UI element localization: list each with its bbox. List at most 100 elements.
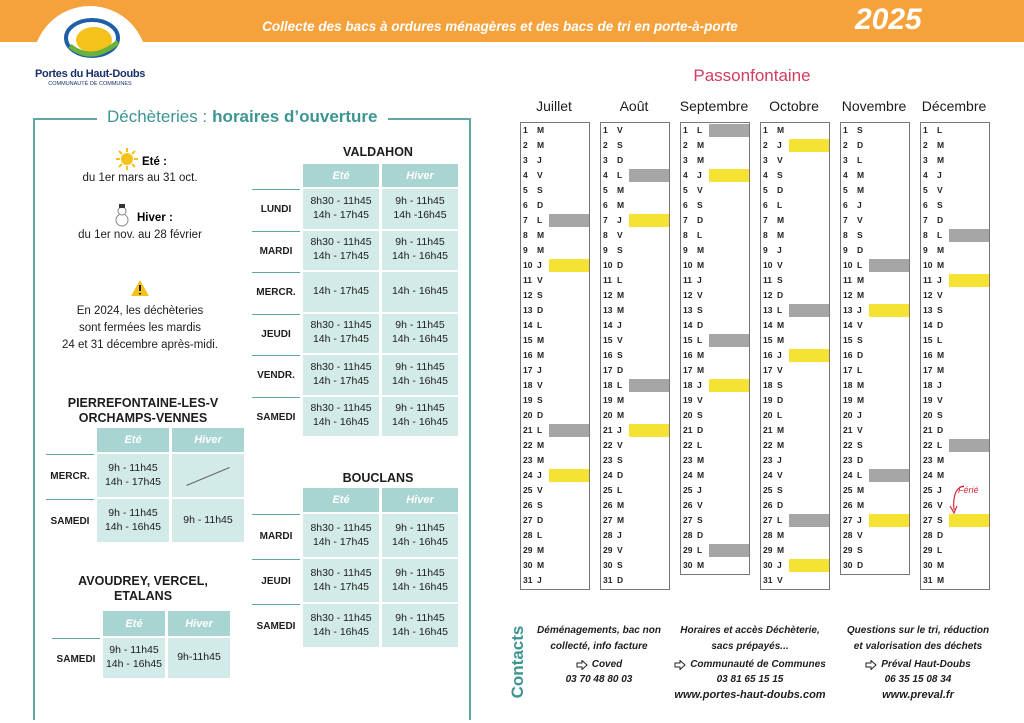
day-number: 27 bbox=[523, 515, 533, 525]
day-letter: D bbox=[617, 155, 624, 165]
day-number: 8 bbox=[843, 230, 848, 240]
highlight-yellow bbox=[869, 514, 909, 527]
day-number: 5 bbox=[523, 185, 528, 195]
day-letter: D bbox=[777, 290, 784, 300]
day-letter: D bbox=[857, 455, 864, 465]
highlight-yellow bbox=[549, 469, 589, 482]
day-number: 5 bbox=[603, 185, 608, 195]
day-letter: M bbox=[857, 290, 865, 300]
cell-line: 14h - 16h45 bbox=[104, 520, 162, 533]
table-day: MERCR. bbox=[252, 272, 300, 313]
table-cell: 9h - 11h45 14h - 16h45 bbox=[97, 499, 169, 542]
day-number: 7 bbox=[923, 215, 928, 225]
table-cell: 8h30 - 11h45 14h - 17h45 bbox=[303, 559, 379, 602]
day-number: 20 bbox=[603, 410, 613, 420]
day-letter: S bbox=[857, 440, 863, 450]
month-frame bbox=[840, 122, 910, 575]
day-letter: J bbox=[697, 170, 702, 180]
day-number: 7 bbox=[763, 215, 768, 225]
day-number: 27 bbox=[923, 515, 933, 525]
cell-line: 8h30 - 11h45 bbox=[310, 360, 372, 373]
day-letter: V bbox=[617, 230, 623, 240]
day-letter: M bbox=[537, 350, 545, 360]
day-letter: V bbox=[777, 575, 783, 585]
cell-line: 14h - 17h45 bbox=[104, 475, 162, 488]
day-letter: M bbox=[617, 395, 625, 405]
table-header: Hiver bbox=[168, 611, 230, 636]
month-name: Décembre bbox=[921, 98, 987, 114]
day-number: 18 bbox=[683, 380, 693, 390]
day-letter: L bbox=[777, 200, 783, 210]
day-number: 29 bbox=[843, 545, 853, 555]
day-letter: M bbox=[697, 365, 705, 375]
day-number: 20 bbox=[683, 410, 693, 420]
day-letter: D bbox=[537, 410, 544, 420]
month-name: Juillet bbox=[536, 98, 572, 114]
table-title: ETALANS bbox=[113, 589, 173, 603]
day-number: 24 bbox=[923, 470, 933, 480]
day-letter: J bbox=[857, 305, 862, 315]
contact-web: www.preval.fr bbox=[882, 689, 954, 701]
panel-title-b: horaires d’ouverture bbox=[212, 107, 378, 126]
day-number: 14 bbox=[603, 320, 613, 330]
day-letter: V bbox=[697, 185, 703, 195]
cell-line: 8h30 - 11h45 bbox=[310, 611, 372, 624]
day-letter: S bbox=[617, 560, 623, 570]
day-number: 25 bbox=[683, 485, 693, 495]
cell-line: 14h - 16h45 bbox=[391, 535, 449, 548]
day-letter: M bbox=[857, 275, 865, 285]
day-number: 17 bbox=[763, 365, 773, 375]
cell-line: 9h - 11h45 bbox=[395, 360, 445, 373]
day-letter: L bbox=[537, 215, 543, 225]
day-number: 4 bbox=[523, 170, 528, 180]
day-letter: L bbox=[537, 425, 543, 435]
day-letter: S bbox=[777, 380, 783, 390]
day-number: 9 bbox=[923, 245, 928, 255]
contact-line: collecté, info facture bbox=[550, 641, 648, 652]
day-letter: L bbox=[537, 320, 543, 330]
day-letter: V bbox=[857, 425, 863, 435]
day-number: 7 bbox=[603, 215, 608, 225]
day-letter: M bbox=[697, 260, 705, 270]
contact-phone: 03 81 65 15 15 bbox=[716, 674, 784, 685]
day-number: 31 bbox=[603, 575, 613, 585]
cell-line: 9h - 11h45 bbox=[395, 236, 445, 249]
day-number: 25 bbox=[763, 485, 773, 495]
table-header: Hiver bbox=[382, 164, 458, 187]
day-number: 12 bbox=[523, 290, 533, 300]
day-number: 31 bbox=[523, 575, 533, 585]
table-cell: 9h-11h45 bbox=[168, 638, 230, 678]
table-day: LUNDI bbox=[252, 189, 300, 230]
table-title: AVOUDREY, VERCEL, bbox=[78, 574, 208, 588]
logo-sub: COMMUNAUTÉ DE COMMUNES bbox=[48, 81, 132, 87]
day-number: 22 bbox=[763, 440, 773, 450]
day-letter: S bbox=[697, 200, 703, 210]
day-letter: M bbox=[617, 410, 625, 420]
table-day: SAMEDI bbox=[252, 396, 300, 438]
day-letter: J bbox=[777, 245, 782, 255]
cell-line: 9h - 11h45 bbox=[395, 319, 445, 332]
day-letter: J bbox=[697, 380, 702, 390]
day-number: 2 bbox=[603, 140, 608, 150]
day-number: 19 bbox=[843, 395, 853, 405]
table-day: SAMEDI bbox=[46, 499, 94, 543]
day-number: 19 bbox=[603, 395, 613, 405]
day-number: 28 bbox=[603, 530, 613, 540]
day-number: 4 bbox=[923, 170, 928, 180]
highlight-gray bbox=[709, 544, 749, 557]
day-letter: J bbox=[857, 200, 862, 210]
day-number: 17 bbox=[523, 365, 533, 375]
day-number: 20 bbox=[763, 410, 773, 420]
day-number: 16 bbox=[523, 350, 533, 360]
day-number: 13 bbox=[843, 305, 853, 315]
day-number: 19 bbox=[523, 395, 533, 405]
highlight-yellow bbox=[789, 559, 829, 572]
day-letter: V bbox=[617, 125, 623, 135]
day-number: 27 bbox=[683, 515, 693, 525]
day-number: 9 bbox=[603, 245, 608, 255]
day-letter: M bbox=[697, 140, 705, 150]
day-letter: J bbox=[617, 215, 622, 225]
contact-arrow bbox=[865, 659, 878, 670]
month-frame bbox=[760, 122, 830, 590]
